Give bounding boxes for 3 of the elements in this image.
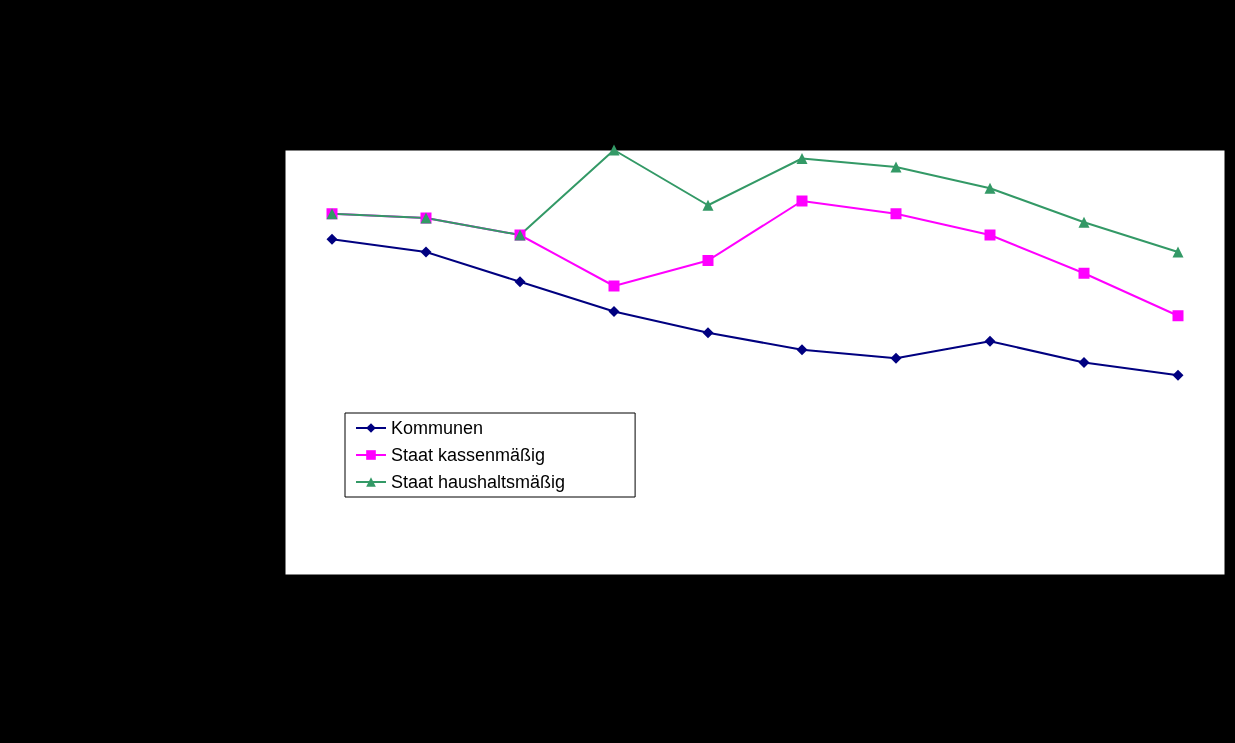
legend-label: Staat haushaltsmäßig — [391, 472, 566, 492]
legend-label: Staat kassenmäßig — [391, 445, 546, 465]
legend-label: Kommunen — [391, 418, 484, 438]
